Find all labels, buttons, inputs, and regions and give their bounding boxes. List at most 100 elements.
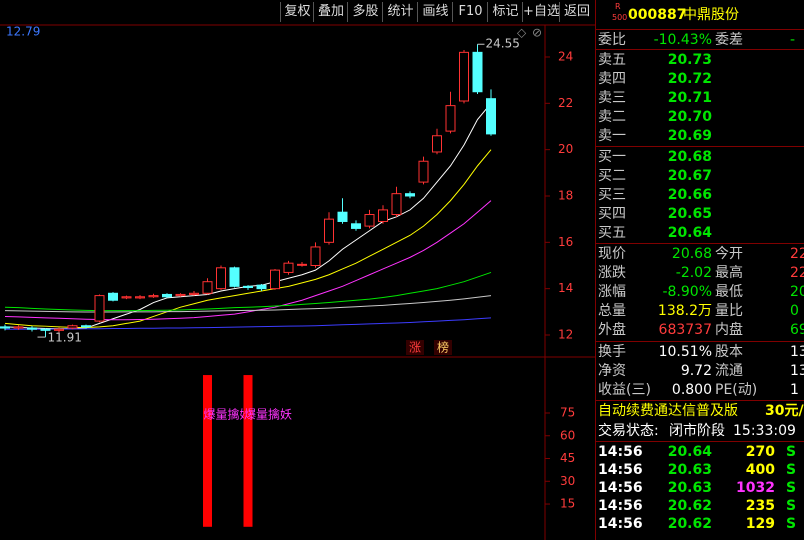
row-label: 净资 [598,363,626,379]
candle-body [243,285,253,288]
row-label: 股本 [715,344,743,360]
ad-price: 30元/( [765,403,804,419]
candle-body [364,214,375,227]
candle-body [0,326,10,329]
toolbar-button[interactable]: 叠加 [313,2,348,22]
trade-volume: 129 [745,516,775,532]
toolbar-button[interactable]: 复权 [280,2,314,22]
badge-bg [406,340,424,355]
row-value: -2.02 [675,265,712,281]
trade-side: S [786,516,797,532]
row-value: 0 [790,303,799,319]
row-label: 外盘 [598,322,626,338]
candle-body [445,105,456,132]
ma-line [4,271,492,312]
signal-bar [243,375,253,527]
badge: 榜 [437,340,449,355]
row-label: 最高 [715,265,743,281]
toolbar-bg [0,0,595,25]
trade-price: 20.64 [667,444,712,460]
row-label: 内盘 [715,322,743,338]
row-label: 收益(三) [598,382,651,398]
stock-code: 000887 [628,7,687,23]
toolbar-button[interactable]: 标记 [487,2,523,22]
row-value: 698 [790,322,804,338]
toolbar-button[interactable]: F10 [452,2,488,22]
toolbar-button[interactable]: 多股 [347,2,383,22]
row-label: 现价 [598,246,626,262]
toolbar-button[interactable]: 画线 [417,2,453,22]
row-value: 22 [790,246,804,262]
y-tick-label: 16 [558,235,573,249]
signal-annotation: 爆量擒妖 [244,407,292,422]
status-phase: 闭市阶段 [669,423,725,439]
bid-label: 买五 [598,225,626,241]
candle-body [378,209,388,222]
toolbar-button[interactable]: 统计 [382,2,418,22]
toolbar-button[interactable]: +自选 [522,2,560,22]
row-label: 总量 [598,303,626,319]
signal-bar [203,375,212,527]
y-tick-label: 60 [560,428,575,442]
status-time: 15:33:09 [733,423,796,439]
ask-price: 20.70 [667,109,712,125]
status-label: 交易状态: [598,423,659,439]
candle-body [405,193,415,197]
row-label: 涨跌 [598,265,626,281]
panel-line [596,243,804,244]
bid-label: 买一 [598,149,626,165]
bid-price: 20.67 [667,168,712,184]
y-tick-label: 20 [558,142,573,156]
y-tick-label: 18 [558,188,573,202]
y-tick-label: 24 [558,49,573,63]
row-label: 流通 [715,363,743,379]
row-value: 0.800 [671,382,712,398]
candle-body [283,262,294,273]
candle-body [337,211,348,222]
panel-line [596,49,804,50]
ask-label: 卖三 [598,90,626,106]
trade-volume: 270 [745,444,775,460]
ask-label: 卖四 [598,71,626,87]
candle-body [27,327,37,330]
y-tick-label: 45 [560,451,575,465]
trade-volume: 400 [745,462,775,478]
ma-line [5,317,492,330]
candle-body [202,281,213,294]
candle-body [94,295,105,322]
candle-body [121,296,132,299]
row-value: 20 [790,284,804,300]
candle-body [351,223,361,229]
panel-line [596,29,804,30]
trade-time: 14:56 [598,516,643,532]
candle-body [256,284,267,290]
bid-label: 买二 [598,168,626,184]
row-value: 13. [790,344,804,360]
stock-name: 中鼎股份 [683,7,739,23]
ask-price: 20.69 [667,128,712,144]
candle-body [486,98,496,135]
icon: ⊘ [532,26,542,40]
candle-body [40,328,51,331]
row-value: 10.51% [658,344,712,360]
row-value: 13. [790,363,804,379]
candle-body [175,293,186,297]
trade-time: 14:56 [598,444,643,460]
row-label: 涨幅 [598,284,626,300]
row-label: PE(动) [715,382,758,398]
trade-time: 14:56 [598,480,643,496]
ma-line [4,149,492,329]
trade-side: S [786,480,797,496]
ask-price: 20.73 [667,52,712,68]
badge-r: R [615,2,621,11]
toolbar-button[interactable]: 返回 [559,2,594,22]
row-value: -10.43% [653,32,712,48]
row-label: 委比 [598,32,626,48]
row-label: 委差 [715,32,743,48]
y-tick-label: 15 [560,497,575,511]
trade-price: 20.62 [667,516,712,532]
panel-line [596,341,804,342]
trade-side: S [786,462,797,478]
panel-line [596,400,804,401]
